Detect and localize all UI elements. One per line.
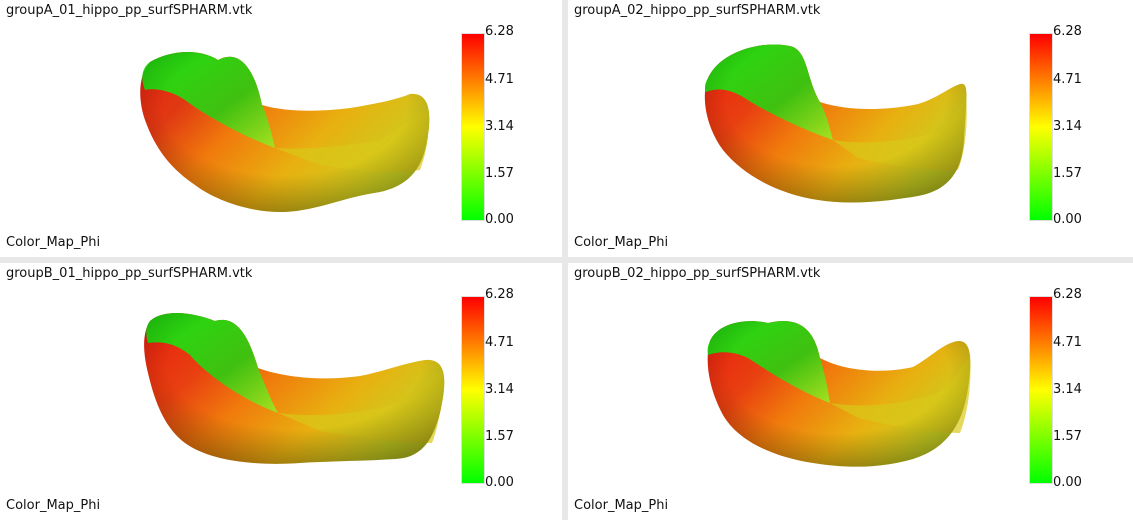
colorbar-tick-label: 0.00 bbox=[1053, 212, 1082, 227]
viewport-title: groupA_01_hippo_pp_surfSPHARM.vtk bbox=[6, 3, 253, 18]
colorbar-tick-label: 3.14 bbox=[485, 382, 514, 397]
colorbar-tick-label: 4.71 bbox=[1053, 335, 1082, 350]
color-scale-bar bbox=[1029, 33, 1053, 221]
colorbar-tick-label: 3.14 bbox=[1053, 382, 1082, 397]
colorbar-tick-label: 0.00 bbox=[485, 475, 514, 490]
colorbar-tick-label: 0.00 bbox=[1053, 475, 1082, 490]
colorbar-tick-label: 4.71 bbox=[485, 335, 514, 350]
hippocampus-surface[interactable] bbox=[0, 0, 562, 257]
color-map-name: Color_Map_Phi bbox=[574, 235, 669, 250]
colorbar-tick-label: 6.28 bbox=[485, 287, 514, 302]
color-scale-bar bbox=[461, 33, 485, 221]
color-scale-bar bbox=[1029, 296, 1053, 484]
colorbar-tick-label: 6.28 bbox=[1053, 24, 1082, 39]
colorbar-tick-label: 4.71 bbox=[1053, 72, 1082, 87]
colorbar-tick-label: 3.14 bbox=[485, 119, 514, 134]
color-map-name: Color_Map_Phi bbox=[574, 498, 669, 513]
viewport-title: groupB_02_hippo_pp_surfSPHARM.vtk bbox=[574, 266, 821, 281]
colorbar-tick-label: 1.57 bbox=[485, 429, 514, 444]
viewport-title: groupB_01_hippo_pp_surfSPHARM.vtk bbox=[6, 266, 253, 281]
colorbar-tick-label: 4.71 bbox=[485, 72, 514, 87]
viewport-title: groupA_02_hippo_pp_surfSPHARM.vtk bbox=[574, 3, 821, 18]
color-map-name: Color_Map_Phi bbox=[6, 235, 101, 250]
color-map-name: Color_Map_Phi bbox=[6, 498, 101, 513]
hippocampus-surface[interactable] bbox=[568, 263, 1133, 520]
hippocampus-surface[interactable] bbox=[0, 263, 562, 520]
render-viewport[interactable]: groupA_01_hippo_pp_surfSPHARM.vtk bbox=[0, 0, 562, 257]
colorbar-tick-label: 1.57 bbox=[485, 166, 514, 181]
colorbar-tick-label: 6.28 bbox=[1053, 287, 1082, 302]
render-viewport[interactable]: groupB_02_hippo_pp_surfSPHARM.vtk bbox=[568, 263, 1133, 520]
render-viewport[interactable]: groupA_02_hippo_pp_surfSPHARM.vtk bbox=[568, 0, 1133, 257]
colorbar-tick-label: 3.14 bbox=[1053, 119, 1082, 134]
colorbar-tick-label: 6.28 bbox=[485, 24, 514, 39]
render-viewport[interactable]: groupB_01_hippo_pp_surfSPHARM.vtk bbox=[0, 263, 562, 520]
colorbar-tick-label: 0.00 bbox=[485, 212, 514, 227]
color-scale-bar bbox=[461, 296, 485, 484]
hippocampus-surface[interactable] bbox=[568, 0, 1133, 257]
colorbar-tick-label: 1.57 bbox=[1053, 429, 1082, 444]
colorbar-tick-label: 1.57 bbox=[1053, 166, 1082, 181]
